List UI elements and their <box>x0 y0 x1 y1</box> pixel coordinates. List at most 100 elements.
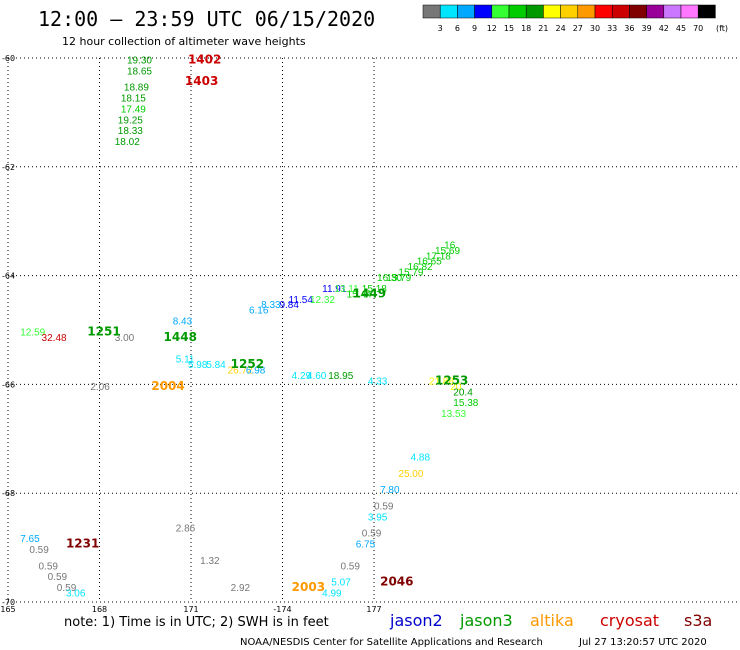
legend-swatch-label: 24 <box>556 24 566 33</box>
y-tick-label: -66 <box>2 380 15 389</box>
wave-height-value: 15.18 <box>362 284 387 295</box>
legend-swatch <box>439 4 458 19</box>
wave-height-value: 19.25 <box>118 115 143 126</box>
wave-height-value: 4.88 <box>411 453 431 464</box>
wave-height-value: 32.48 <box>42 333 67 344</box>
legend-unit: (ft) <box>716 24 728 33</box>
wave-height-value: 18.33 <box>118 126 143 137</box>
legend-swatch <box>543 4 561 19</box>
legend-swatch <box>422 4 441 19</box>
wave-height-value: 25.00 <box>398 469 423 480</box>
pass-time-labels: 1402 1403 1251 1448 1252 2004 1449 1253 1231 2003… <box>66 52 468 594</box>
legend-swatch <box>560 4 579 19</box>
y-tick-label: -62 <box>2 163 15 172</box>
satellite-name: altika <box>530 611 574 630</box>
legend-swatch-label: 42 <box>659 24 669 33</box>
wave-height-value: 19.30 <box>127 55 152 66</box>
wave-height-value: 18.89 <box>124 83 149 94</box>
wave-height-value: 5.98 <box>188 360 208 371</box>
legend-swatch-label: 39 <box>642 24 652 33</box>
legend-swatch <box>697 4 716 19</box>
wave-height-value: 0.59 <box>48 572 68 583</box>
x-axis-ticks: 165 168 171 -174 177 <box>0 605 381 614</box>
pass-time-label: 1403 <box>185 74 218 88</box>
legend-swatch-label: 27 <box>573 24 583 33</box>
legend-swatch-label: 36 <box>624 24 634 33</box>
y-axis-ticks: -60 -62 -64 -66 -68 -70 <box>2 54 15 607</box>
wave-height-value: 0.59 <box>374 502 394 513</box>
legend-swatch <box>611 4 630 19</box>
wave-height-value: 5.11 <box>176 355 195 366</box>
legend-swatch-label: 3 <box>438 24 443 33</box>
wave-height-value: 15.79 <box>398 268 423 279</box>
wave-height-value: 5.07 <box>331 578 351 589</box>
y-tick-label: -68 <box>2 489 15 498</box>
wave-height-value: 20. <box>450 382 464 393</box>
pass-time-label: 2003 <box>292 580 325 594</box>
wave-height-value: 3.95 <box>368 512 388 523</box>
wave-height-value: 6.16 <box>249 306 269 317</box>
x-tick-label: -174 <box>273 605 291 614</box>
legend-swatch <box>629 4 647 19</box>
wave-height-value: 13.11 <box>334 284 359 295</box>
footer-timestamp: Jul 27 13:20:57 UTC 2020 <box>578 637 707 648</box>
pass-time-label: 2046 <box>380 575 413 589</box>
x-tick-label: 168 <box>92 605 107 614</box>
pass-time-label: 1253 <box>435 373 468 387</box>
wave-height-value: 0.59 <box>39 561 59 572</box>
wave-height-value: 16.82 <box>408 262 433 273</box>
wave-height-value: 18.15 <box>121 94 146 105</box>
wave-height-value: 3.00 <box>115 333 135 344</box>
wave-height-value: 12.59 <box>20 327 45 338</box>
chart-subtitle: 12 hour collection of altimeter wave hei… <box>62 35 306 48</box>
pass-time-label: 1448 <box>164 330 197 344</box>
wave-height-value: 0.59 <box>362 529 382 540</box>
wave-height-value: 15.69 <box>435 246 460 257</box>
wave-height-value: 5.84 <box>206 360 226 371</box>
y-tick-label: -70 <box>2 598 15 607</box>
pass-time-label: 1251 <box>87 324 120 338</box>
wave-height-value: 3.06 <box>66 589 86 600</box>
wave-height-value: 6.98 <box>246 366 266 377</box>
legend-swatch <box>474 4 493 19</box>
wave-height-value: 7.80 <box>380 485 400 496</box>
pass-time-label: 1449 <box>353 286 386 300</box>
wave-height-value: 0.59 <box>340 561 360 572</box>
legend-swatch <box>663 4 682 19</box>
y-tick-label: -64 <box>2 272 15 281</box>
wave-height-value: 4.99 <box>322 589 342 600</box>
chart-title: 12:00 – 23:59 UTC 06/15/2020 <box>38 7 375 31</box>
footer-note: note: 1) Time is in UTC; 2) SWH is in fe… <box>64 615 329 630</box>
satellite-name: cryosat <box>600 611 659 630</box>
legend-swatch <box>508 4 527 19</box>
wave-height-value: 15.38 <box>453 398 478 409</box>
legend-swatch <box>457 4 475 19</box>
wave-height-value: 8.33 <box>261 300 281 311</box>
legend-swatch <box>680 4 699 19</box>
legend-swatch <box>491 4 510 19</box>
wave-height-value: 16.65 <box>417 257 442 268</box>
wave-height-value: 16 <box>444 240 456 251</box>
wave-height-value: 9.84 <box>279 300 299 311</box>
wave-height-value: 4.29 <box>292 371 312 382</box>
legend-swatch-label: 45 <box>676 24 686 33</box>
pass-time-label: 2004 <box>151 379 184 393</box>
satellite-name: jason2 <box>389 611 443 630</box>
x-tick-label: 177 <box>366 605 381 614</box>
legend-swatch-label: 12 <box>487 24 497 33</box>
wave-height-value: 2.86 <box>176 523 196 534</box>
legend-swatch-label: 70 <box>693 24 703 33</box>
wave-height-value: 12.32 <box>310 295 335 306</box>
wave-height-value: 21.88 <box>429 376 454 387</box>
pass-time-label: 1231 <box>66 537 99 551</box>
y-tick-label: -60 <box>2 54 15 63</box>
legend-swatch-label: 33 <box>607 24 617 33</box>
legend-swatch-label: 30 <box>590 24 600 33</box>
wave-height-value: 15.79 <box>386 273 411 284</box>
wave-height-value: 18.65 <box>127 66 152 77</box>
x-tick-label: 171 <box>183 605 198 614</box>
wave-height-value: 4.33 <box>368 376 388 387</box>
wave-height-value: 11.91 <box>322 284 347 295</box>
